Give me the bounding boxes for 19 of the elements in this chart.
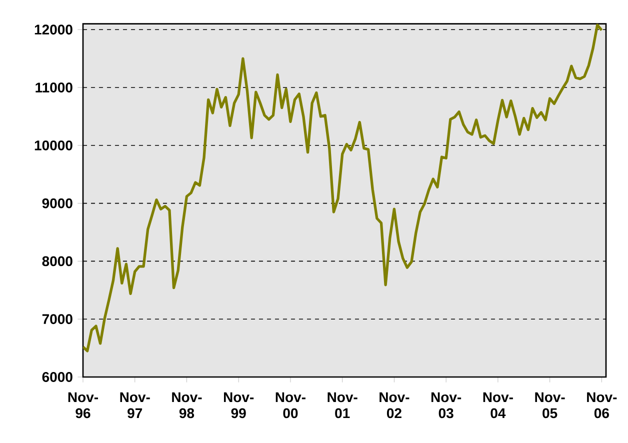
- y-tick-label: 9000: [42, 198, 72, 208]
- x-tick-label: Nov-01: [328, 392, 358, 418]
- x-tick-label: Nov-06: [587, 392, 617, 418]
- line-series: [83, 24, 604, 352]
- y-tick-label: 8000: [42, 256, 72, 266]
- x-tick-label: Nov-02: [380, 392, 410, 418]
- y-tick-label: 7000: [42, 314, 72, 324]
- x-tick-label: Nov-00: [276, 392, 306, 418]
- x-tick-label: Nov-96: [68, 392, 98, 418]
- y-tick-label: 6000: [42, 372, 72, 382]
- y-tick-label: 11000: [36, 82, 72, 92]
- x-tick-label: Nov-04: [483, 392, 513, 418]
- x-tick-label: Nov-99: [224, 392, 254, 418]
- x-tick-label: Nov-03: [431, 392, 462, 418]
- x-tick-label: Nov-97: [120, 392, 150, 418]
- x-tick-label: Nov-98: [172, 392, 202, 418]
- y-tick-label: 12000: [34, 24, 72, 35]
- y-tick-label: 10000: [34, 140, 72, 150]
- x-tick-label: Nov-05: [535, 392, 565, 418]
